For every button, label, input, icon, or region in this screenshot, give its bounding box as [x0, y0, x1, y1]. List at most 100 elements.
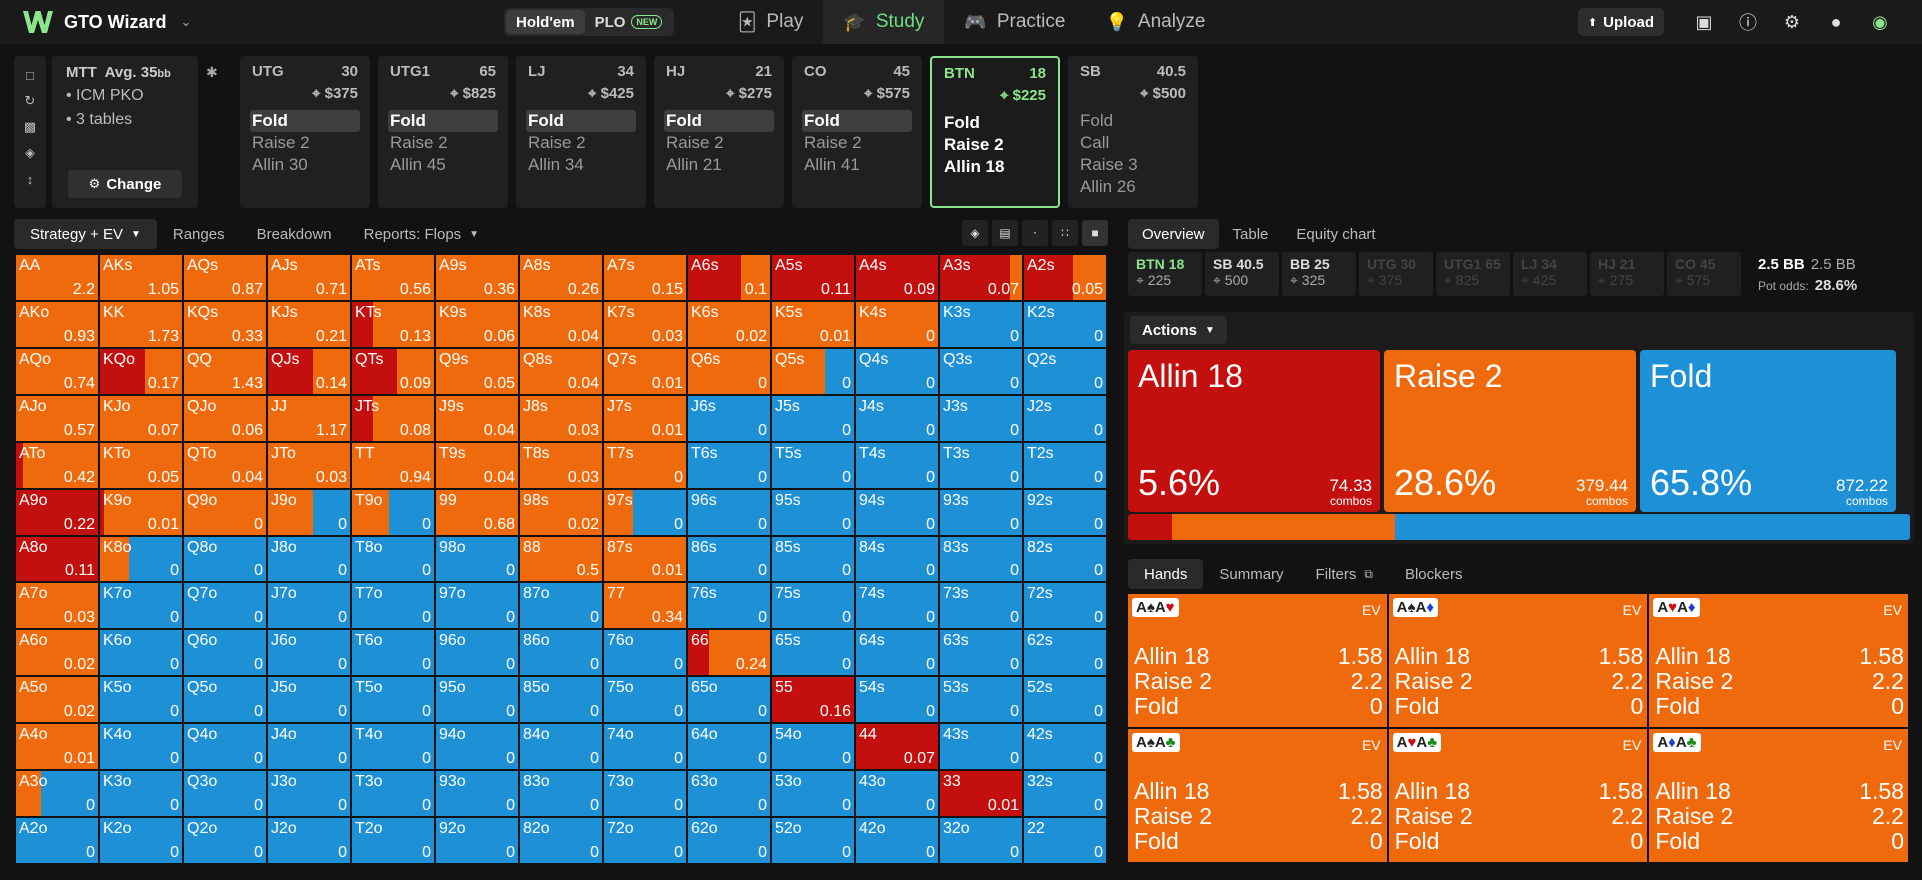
- hand-cell[interactable]: J7o 0: [268, 583, 350, 629]
- settings-gear-icon[interactable]: ⚙: [1783, 11, 1801, 32]
- hand-cell[interactable]: JTo 0.03: [268, 442, 350, 488]
- hand-cell[interactable]: A4o 0.01: [16, 724, 98, 770]
- hand-cell[interactable]: T3s 0: [940, 442, 1022, 488]
- tab-table[interactable]: Table: [1219, 219, 1283, 249]
- hand-cell[interactable]: T5o 0: [352, 677, 434, 723]
- hand-cell[interactable]: J4s 0: [856, 395, 938, 441]
- hand-cell[interactable]: J2s 0: [1024, 395, 1106, 441]
- hand-cell[interactable]: QTs 0.09: [352, 348, 434, 394]
- seat-action-option[interactable]: Call: [1080, 133, 1110, 152]
- hand-cell[interactable]: 74s 0: [856, 583, 938, 629]
- hand-cell[interactable]: Q5s 0: [772, 348, 854, 394]
- hand-cell[interactable]: J6s 0: [688, 395, 770, 441]
- hand-cell[interactable]: JTs 0.08: [352, 395, 434, 441]
- hand-cell[interactable]: 95o 0: [436, 677, 518, 723]
- hand-cell[interactable]: AKo 0.93: [16, 301, 98, 347]
- hand-cell[interactable]: A9s 0.36: [436, 255, 518, 300]
- change-button[interactable]: ⚙ Change: [68, 170, 182, 198]
- hand-cell[interactable]: T6s 0: [688, 442, 770, 488]
- seat-card-sb[interactable]: SB 40.5 ⌖ $500 Fold Call Raise 3 Allin 26: [1068, 56, 1198, 208]
- seat-action-option[interactable]: Fold: [944, 113, 980, 132]
- combo-card[interactable]: A♥A♣ EV Allin 18 1.58 Raise 2 2.2 Fold 0: [1388, 729, 1648, 862]
- stack-chip[interactable]: SB 40.5 ⌖ 500: [1205, 252, 1279, 296]
- hand-cell[interactable]: K9o 0.01: [100, 489, 182, 535]
- stack-chip[interactable]: HJ 21 ⌖ 275: [1590, 252, 1664, 296]
- hand-cell[interactable]: 83s 0: [940, 536, 1022, 582]
- hand-cell[interactable]: K8o 0: [100, 536, 182, 582]
- seat-card-co[interactable]: CO 45 ⌖ $575 Fold Raise 2 Allin 41: [792, 56, 922, 208]
- hand-cell[interactable]: T7s 0: [604, 442, 686, 488]
- hand-cell[interactable]: 65s 0: [772, 630, 854, 676]
- hand-cell[interactable]: 63o 0: [688, 771, 770, 817]
- seat-action-option[interactable]: Fold: [802, 110, 912, 132]
- hand-cell[interactable]: QQ 1.43: [184, 348, 266, 394]
- seat-card-btn[interactable]: BTN 18 ⌖ $225 Fold Raise 2 Allin 18: [930, 56, 1060, 208]
- hand-cell[interactable]: Q3s 0: [940, 348, 1022, 394]
- hand-cell[interactable]: 94o 0: [436, 724, 518, 770]
- hand-cell[interactable]: QJo 0.06: [184, 395, 266, 441]
- seat-action-option[interactable]: Fold: [250, 110, 360, 132]
- hand-cell[interactable]: 42o 0: [856, 818, 938, 863]
- hand-cell[interactable]: 84s 0: [856, 536, 938, 582]
- hand-cell[interactable]: Q4s 0: [856, 348, 938, 394]
- actions-dropdown[interactable]: Actions ▼: [1130, 316, 1227, 344]
- hand-cell[interactable]: KQs 0.33: [184, 301, 266, 347]
- hand-cell[interactable]: 52o 0: [772, 818, 854, 863]
- hand-cell[interactable]: 87o 0: [520, 583, 602, 629]
- screenshot-icon[interactable]: ▣: [1695, 11, 1713, 32]
- tab-ranges[interactable]: Ranges: [157, 219, 241, 249]
- hand-cell[interactable]: A5s 0.11: [772, 255, 854, 300]
- hand-cell[interactable]: 83o 0: [520, 771, 602, 817]
- stack-chip[interactable]: BTN 18 ⌖ 225: [1128, 252, 1202, 296]
- hand-cell[interactable]: ATo 0.42: [16, 442, 98, 488]
- seat-action-option[interactable]: Allin 41: [804, 155, 860, 174]
- combo-card[interactable]: A♠A♣ EV Allin 18 1.58 Raise 2 2.2 Fold 0: [1128, 729, 1387, 862]
- hand-cell[interactable]: 63s 0: [940, 630, 1022, 676]
- hand-cell[interactable]: J9s 0.04: [436, 395, 518, 441]
- hand-cell[interactable]: 92o 0: [436, 818, 518, 863]
- hand-cell[interactable]: 42s 0: [1024, 724, 1106, 770]
- hand-cell[interactable]: 93s 0: [940, 489, 1022, 535]
- hand-cell[interactable]: T4o 0: [352, 724, 434, 770]
- mode-plo[interactable]: PLO NEW: [585, 10, 673, 34]
- tab-equity-chart[interactable]: Equity chart: [1282, 219, 1389, 249]
- hand-cell[interactable]: J5o 0: [268, 677, 350, 723]
- stack-height-icon[interactable]: ↕: [26, 171, 34, 187]
- combo-card[interactable]: A♥A♦ EV Allin 18 1.58 Raise 2 2.2 Fold 0: [1649, 594, 1908, 727]
- hand-cell[interactable]: 22 0: [1024, 818, 1106, 863]
- hand-cell[interactable]: Q8s 0.04: [520, 348, 602, 394]
- hand-cell[interactable]: Q4o 0: [184, 724, 266, 770]
- hand-cell[interactable]: KK 1.73: [100, 301, 182, 347]
- hand-cell[interactable]: A6o 0.02: [16, 630, 98, 676]
- hand-cell[interactable]: K5o 0: [100, 677, 182, 723]
- help-icon[interactable]: ⓘ: [1739, 13, 1757, 33]
- upload-button[interactable]: ⬆ Upload: [1577, 8, 1664, 36]
- hand-cell[interactable]: AJo 0.57: [16, 395, 98, 441]
- hand-cell[interactable]: 55 0.16: [772, 677, 854, 723]
- action-tile-allin-18[interactable]: Allin 18 5.6% 74.33 combos: [1128, 350, 1380, 512]
- hand-cell[interactable]: 86s 0: [688, 536, 770, 582]
- hand-cell[interactable]: J6o 0: [268, 630, 350, 676]
- hand-cell[interactable]: T3o 0: [352, 771, 434, 817]
- hand-cell[interactable]: A2o 0: [16, 818, 98, 863]
- tab-filters[interactable]: Filters ⧉: [1300, 559, 1389, 589]
- hand-cell[interactable]: K7s 0.03: [604, 301, 686, 347]
- hand-cell[interactable]: Q7o 0: [184, 583, 266, 629]
- hand-cell[interactable]: Q2s 0: [1024, 348, 1106, 394]
- hand-cell[interactable]: 77 0.34: [604, 583, 686, 629]
- tab-hands[interactable]: Hands: [1128, 559, 1204, 589]
- hand-cell[interactable]: T5s 0: [772, 442, 854, 488]
- app-logo[interactable]: GTO Wizard ⌄: [22, 9, 212, 35]
- hand-cell[interactable]: Q7s 0.01: [604, 348, 686, 394]
- hand-cell[interactable]: K8s 0.04: [520, 301, 602, 347]
- hand-cell[interactable]: KQo 0.17: [100, 348, 182, 394]
- hand-cell[interactable]: 54s 0: [856, 677, 938, 723]
- wizard-coin-icon[interactable]: ◉: [1872, 11, 1888, 32]
- seat-action-option[interactable]: Allin 21: [666, 155, 722, 174]
- hand-cell[interactable]: J9o 0: [268, 489, 350, 535]
- seat-action-option[interactable]: Raise 2: [804, 133, 862, 152]
- hand-cell[interactable]: Q6s 0: [688, 348, 770, 394]
- hand-cell[interactable]: J5s 0: [772, 395, 854, 441]
- hand-cell[interactable]: ATs 0.56: [352, 255, 434, 300]
- tab-blockers[interactable]: Blockers: [1389, 559, 1479, 589]
